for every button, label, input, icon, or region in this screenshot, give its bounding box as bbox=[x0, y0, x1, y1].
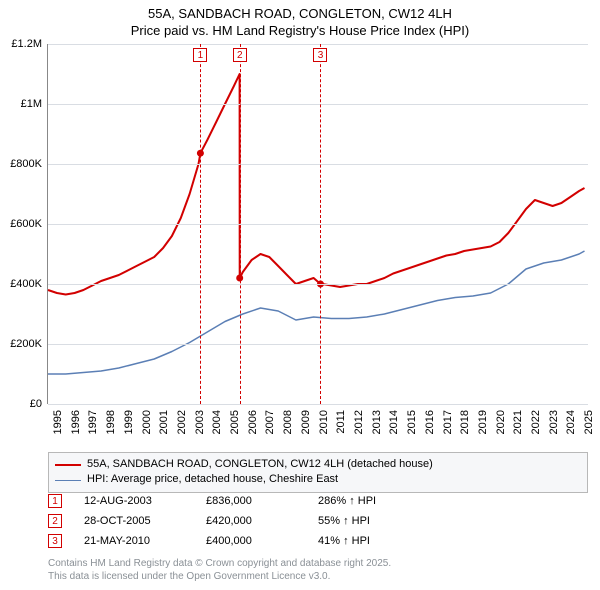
event-row: 3 21-MAY-2010 £400,000 41% ↑ HPI bbox=[48, 534, 588, 548]
x-tick-label: 2012 bbox=[353, 410, 365, 434]
event-price: £836,000 bbox=[206, 495, 296, 507]
series-line-property bbox=[48, 74, 585, 295]
y-tick-label: £600K bbox=[0, 218, 42, 230]
event-price: £400,000 bbox=[206, 535, 296, 547]
event-date: 12-AUG-2003 bbox=[84, 495, 184, 507]
h-gridline bbox=[48, 404, 588, 405]
h-gridline bbox=[48, 284, 588, 285]
x-tick-label: 2014 bbox=[388, 410, 400, 434]
event-box: 3 bbox=[313, 48, 327, 62]
chart-plot-area: £0£200K£400K£600K£800K£1M£1.2M1995199619… bbox=[48, 44, 588, 404]
event-line bbox=[240, 44, 241, 404]
x-tick-label: 2008 bbox=[282, 410, 294, 434]
event-date: 21-MAY-2010 bbox=[84, 535, 184, 547]
y-tick-label: £200K bbox=[0, 338, 42, 350]
x-tick-label: 2002 bbox=[176, 410, 188, 434]
x-tick-label: 1996 bbox=[70, 410, 82, 434]
x-tick-label: 2001 bbox=[158, 410, 170, 434]
event-date: 28-OCT-2005 bbox=[84, 515, 184, 527]
x-tick-label: 2009 bbox=[300, 410, 312, 434]
y-tick-label: £400K bbox=[0, 278, 42, 290]
h-gridline bbox=[48, 224, 588, 225]
x-tick-label: 2022 bbox=[530, 410, 542, 434]
chart-title: 55A, SANDBACH ROAD, CONGLETON, CW12 4LH … bbox=[0, 0, 600, 40]
chart-legend: 55A, SANDBACH ROAD, CONGLETON, CW12 4LH … bbox=[48, 452, 588, 493]
x-tick-label: 2024 bbox=[565, 410, 577, 434]
event-box: 1 bbox=[193, 48, 207, 62]
x-tick-label: 1999 bbox=[123, 410, 135, 434]
event-table: 1 12-AUG-2003 £836,000 286% ↑ HPI 2 28-O… bbox=[48, 494, 588, 554]
event-marker: 1 bbox=[48, 494, 62, 508]
y-tick-label: £1.2M bbox=[0, 38, 42, 50]
x-tick-label: 2016 bbox=[424, 410, 436, 434]
event-pct: 41% ↑ HPI bbox=[318, 535, 588, 547]
event-pct: 286% ↑ HPI bbox=[318, 495, 588, 507]
h-gridline bbox=[48, 164, 588, 165]
x-tick-label: 2000 bbox=[141, 410, 153, 434]
h-gridline bbox=[48, 344, 588, 345]
attribution-line: Contains HM Land Registry data © Crown c… bbox=[48, 558, 588, 571]
event-box: 2 bbox=[233, 48, 247, 62]
x-tick-label: 2017 bbox=[442, 410, 454, 434]
x-tick-label: 2020 bbox=[495, 410, 507, 434]
x-tick-label: 2005 bbox=[229, 410, 241, 434]
event-price: £420,000 bbox=[206, 515, 296, 527]
attribution-text: Contains HM Land Registry data © Crown c… bbox=[48, 558, 588, 583]
x-tick-label: 2006 bbox=[247, 410, 259, 434]
event-line bbox=[320, 44, 321, 404]
x-tick-label: 1997 bbox=[87, 410, 99, 434]
legend-row: 55A, SANDBACH ROAD, CONGLETON, CW12 4LH … bbox=[55, 457, 581, 472]
legend-label: HPI: Average price, detached house, Ches… bbox=[87, 472, 338, 487]
x-tick-label: 2011 bbox=[335, 410, 347, 434]
x-tick-label: 2021 bbox=[512, 410, 524, 434]
h-gridline bbox=[48, 44, 588, 45]
y-tick-label: £800K bbox=[0, 158, 42, 170]
x-tick-label: 2018 bbox=[459, 410, 471, 434]
event-marker: 3 bbox=[48, 534, 62, 548]
x-tick-label: 1995 bbox=[52, 410, 64, 434]
x-tick-label: 1998 bbox=[105, 410, 117, 434]
title-line-1: 55A, SANDBACH ROAD, CONGLETON, CW12 4LH bbox=[0, 6, 600, 23]
y-tick-label: £1M bbox=[0, 98, 42, 110]
event-row: 1 12-AUG-2003 £836,000 286% ↑ HPI bbox=[48, 494, 588, 508]
event-row: 2 28-OCT-2005 £420,000 55% ↑ HPI bbox=[48, 514, 588, 528]
event-line bbox=[200, 44, 201, 404]
x-tick-label: 2025 bbox=[583, 410, 595, 434]
legend-swatch bbox=[55, 480, 81, 481]
event-pct: 55% ↑ HPI bbox=[318, 515, 588, 527]
x-tick-label: 2023 bbox=[548, 410, 560, 434]
x-tick-label: 2007 bbox=[264, 410, 276, 434]
y-tick-label: £0 bbox=[0, 398, 42, 410]
legend-row: HPI: Average price, detached house, Ches… bbox=[55, 472, 581, 487]
attribution-line: This data is licensed under the Open Gov… bbox=[48, 571, 588, 584]
event-marker: 2 bbox=[48, 514, 62, 528]
x-tick-label: 2010 bbox=[318, 410, 330, 434]
x-tick-label: 2015 bbox=[406, 410, 418, 434]
x-tick-label: 2013 bbox=[371, 410, 383, 434]
h-gridline bbox=[48, 104, 588, 105]
title-line-2: Price paid vs. HM Land Registry's House … bbox=[0, 23, 600, 40]
x-tick-label: 2004 bbox=[211, 410, 223, 434]
legend-swatch bbox=[55, 464, 81, 466]
x-tick-label: 2019 bbox=[477, 410, 489, 434]
legend-label: 55A, SANDBACH ROAD, CONGLETON, CW12 4LH … bbox=[87, 457, 433, 472]
x-tick-label: 2003 bbox=[194, 410, 206, 434]
